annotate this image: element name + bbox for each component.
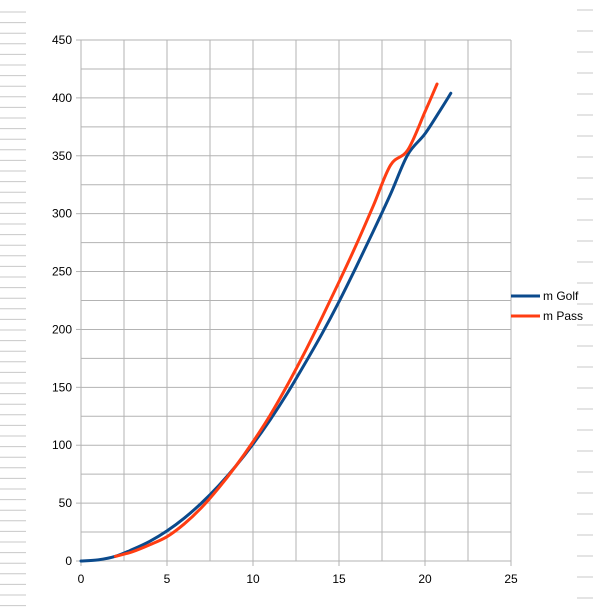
y-tick-label: 250 [52, 265, 72, 279]
x-tick-label: 0 [78, 572, 85, 586]
y-tick-label: 200 [52, 322, 72, 336]
legend-label: m Pass [543, 309, 583, 323]
y-tick-label: 50 [59, 496, 73, 510]
y-tick-label: 400 [52, 91, 72, 105]
x-tick-label: 5 [164, 572, 171, 586]
spreadsheet-row-lines-left [0, 11, 26, 607]
y-tick-label: 100 [52, 438, 72, 452]
x-tick-label: 25 [504, 572, 518, 586]
series-line-m-pass [113, 82, 439, 558]
x-tick-label: 15 [332, 572, 346, 586]
legend: m Golf m Pass [511, 289, 583, 323]
series-lines [79, 82, 453, 563]
x-tick-label: 20 [418, 572, 432, 586]
plot-grid [80, 39, 512, 562]
plot-axes [76, 39, 512, 566]
y-tick-label: 450 [52, 33, 72, 47]
y-tick-label: 300 [52, 207, 72, 221]
x-tick-label: 10 [246, 572, 260, 586]
y-tick-label: 0 [65, 554, 72, 568]
y-tick-label: 150 [52, 380, 72, 394]
legend-label: m Golf [543, 289, 579, 303]
series-line-m-golf [79, 91, 453, 563]
spreadsheet-row-lines-right [577, 9, 593, 599]
y-tick-label: 350 [52, 149, 72, 163]
